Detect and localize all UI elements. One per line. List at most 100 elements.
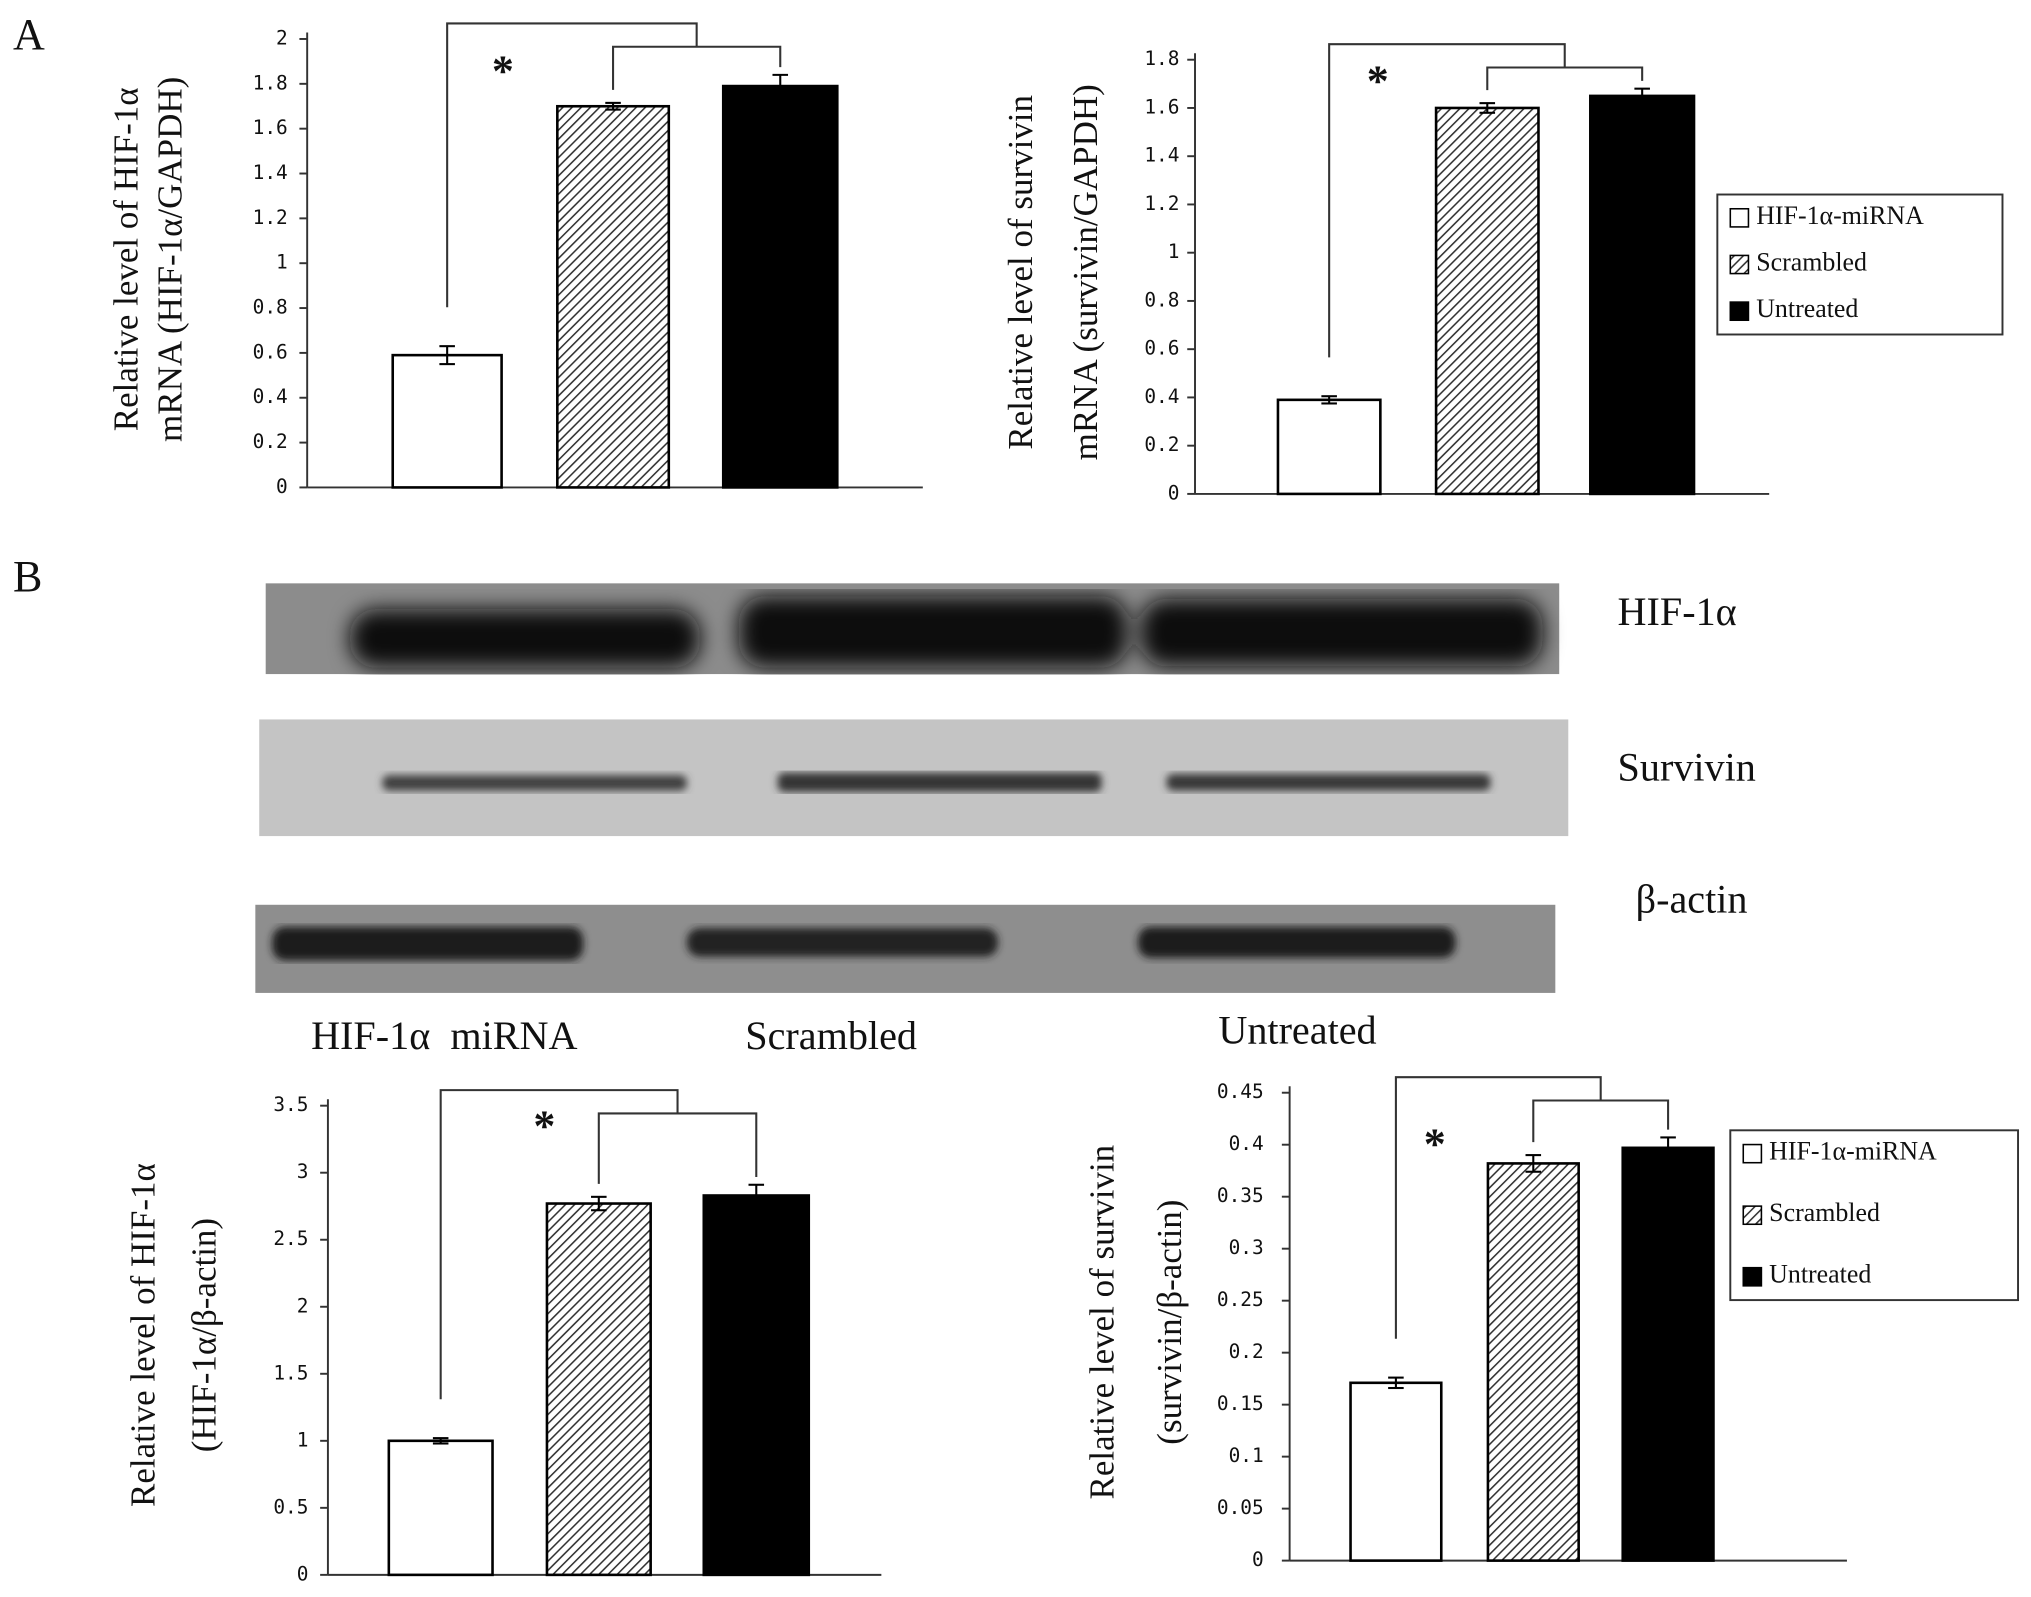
significance-bracket (597, 1112, 758, 1184)
legend-label: Untreated (1756, 294, 1858, 323)
legend-label: Untreated (1769, 1260, 1871, 1289)
y-tick-label: 1 (276, 251, 288, 274)
significance-star: * (533, 1101, 555, 1150)
y-tick-label: 0.3 (1229, 1236, 1264, 1259)
y-axis-label: Relative level of HIF-1α (123, 1163, 162, 1507)
error-bar (1388, 1376, 1404, 1390)
y-tick-label: 0.4 (253, 385, 288, 408)
significance-bracket (612, 45, 782, 90)
y-tick-label: 2.5 (273, 1227, 308, 1250)
error-bar (748, 1183, 765, 1208)
error-bar (1479, 102, 1496, 114)
y-tick-label: 0.6 (253, 340, 288, 363)
blot-band-label: β-actin (1636, 877, 1748, 922)
legend-label: HIF-1α-miRNA (1756, 201, 1924, 230)
y-tick-label: 0.5 (273, 1495, 308, 1518)
bar (702, 1194, 811, 1577)
legend-label: Scrambled (1769, 1198, 1880, 1227)
y-tick-label: 1.2 (1144, 192, 1179, 215)
y-tick-label: 3.5 (273, 1093, 308, 1116)
y-axis-label: Relative level of survivin (1083, 1145, 1122, 1500)
error-bar (1660, 1136, 1676, 1160)
bar (1434, 106, 1540, 496)
significance-bracket (1486, 66, 1644, 91)
bar (721, 84, 839, 489)
y-tick-label: 0.6 (1144, 337, 1179, 360)
y-tick-label: 0.05 (1217, 1496, 1264, 1519)
error-bar (591, 1195, 607, 1212)
significance-bracket (1328, 43, 1566, 358)
y-axis-label: mRNA (HIF-1α/GAPDH) (151, 77, 190, 442)
significance-bracket (1532, 1099, 1670, 1143)
y-tick-label: 0.4 (1144, 385, 1179, 408)
y-tick-label: 2 (276, 26, 288, 49)
y-tick-label: 1.4 (1144, 144, 1179, 167)
error-bar (772, 73, 789, 99)
y-tick-label: 0.15 (1217, 1392, 1264, 1415)
y-tick-label: 0.45 (1217, 1080, 1264, 1103)
blot-lane-label: HIF-1α miRNA (311, 1013, 577, 1058)
legend-swatch (1729, 301, 1750, 322)
y-tick-label: 1.2 (253, 206, 288, 229)
error-bar (1634, 87, 1650, 105)
y-axis-label: mRNA (survivin/GAPDH) (1066, 84, 1105, 460)
bar (1276, 398, 1382, 496)
bar (1621, 1146, 1715, 1562)
bar (1486, 1162, 1580, 1562)
legend-swatch (1742, 1143, 1763, 1164)
bar (1349, 1381, 1443, 1562)
y-tick-label: 0 (276, 475, 288, 498)
significance-star: * (1367, 57, 1389, 106)
legend-swatch (1742, 1266, 1763, 1287)
bar (391, 353, 503, 489)
significance-bracket (446, 22, 698, 308)
blot-lane-label: Scrambled (745, 1013, 917, 1058)
legend-swatch (1742, 1205, 1763, 1226)
bar (556, 104, 671, 489)
panel-label: A (13, 10, 45, 59)
y-tick-label: 1.5 (273, 1361, 308, 1384)
legend-label: HIF-1α-miRNA (1769, 1137, 1937, 1166)
significance-star: * (492, 46, 514, 95)
y-tick-label: 0 (1168, 481, 1180, 504)
error-bar (1525, 1154, 1542, 1173)
y-tick-label: 1.6 (1144, 95, 1179, 118)
y-tick-label: 1.4 (253, 161, 288, 184)
y-tick-label: 0.2 (1229, 1340, 1264, 1363)
y-axis-label: Relative level of survivin (1001, 95, 1040, 450)
y-tick-label: 0.8 (253, 296, 288, 319)
bar (1589, 94, 1696, 496)
blot-band-label: HIF-1α (1618, 589, 1737, 634)
legend-box (1729, 1129, 2020, 1302)
y-axis-label: (HIF-1α/β-actin) (184, 1218, 223, 1452)
y-tick-label: 1 (1168, 240, 1180, 263)
legend-label: Scrambled (1756, 247, 1867, 276)
y-tick-label: 2 (297, 1294, 309, 1317)
y-tick-label: 0 (297, 1562, 309, 1585)
bar (387, 1439, 494, 1577)
y-tick-label: 0.2 (1144, 433, 1179, 456)
significance-bracket (439, 1089, 679, 1400)
y-tick-label: 0.2 (253, 430, 288, 453)
significance-bracket (1394, 1076, 1602, 1339)
legend-swatch (1729, 254, 1750, 275)
blot-lane-label: Untreated (1218, 1008, 1376, 1053)
legend-box (1716, 193, 2004, 336)
y-tick-label: 0.4 (1229, 1132, 1264, 1155)
y-tick-label: 1 (297, 1428, 309, 1451)
blot-band-label: Survivin (1618, 745, 1756, 790)
significance-star: * (1424, 1120, 1446, 1169)
legend-swatch (1729, 207, 1750, 228)
blot-images (255, 583, 1569, 993)
y-tick-label: 3 (297, 1160, 309, 1183)
bar (545, 1202, 652, 1577)
y-axis-label: Relative level of HIF-1α (107, 87, 146, 431)
y-tick-label: 1.8 (253, 71, 288, 94)
y-tick-label: 0.25 (1217, 1288, 1264, 1311)
error-bar (605, 101, 621, 111)
y-axis-label: (survivin/β-actin) (1150, 1200, 1189, 1445)
panel-label: B (13, 552, 42, 601)
y-tick-label: 1.8 (1144, 47, 1179, 70)
